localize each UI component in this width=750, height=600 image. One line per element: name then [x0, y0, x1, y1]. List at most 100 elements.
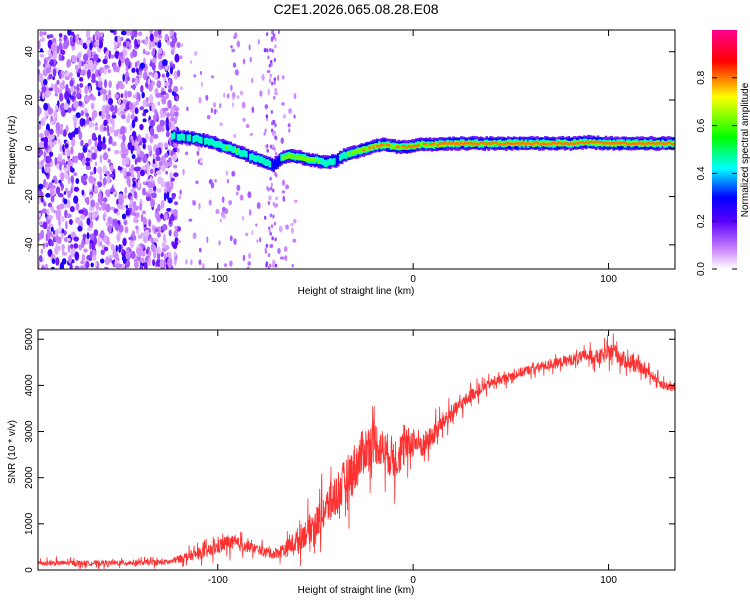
- noise-blob: [169, 172, 173, 179]
- noise-blob: [228, 200, 233, 206]
- noise-blob: [79, 220, 83, 226]
- noise-blob: [146, 167, 150, 177]
- noise-blob: [271, 131, 275, 136]
- noise-blob: [171, 154, 178, 162]
- noise-blob: [140, 85, 144, 93]
- ridge-cell: [583, 142, 586, 145]
- noise-blob: [133, 216, 138, 223]
- noise-blob: [264, 128, 267, 133]
- noise-blob: [229, 235, 233, 242]
- noise-blob: [120, 110, 126, 115]
- noise-blob: [269, 144, 273, 149]
- noise-blob: [293, 114, 296, 119]
- noise-blob: [163, 212, 168, 221]
- ridge-cell: [526, 141, 530, 145]
- noise-blob: [176, 147, 180, 153]
- ridge-cell: [626, 142, 629, 146]
- ridge-cell: [485, 142, 489, 146]
- noise-blob: [142, 112, 146, 117]
- noise-blob: [70, 138, 76, 147]
- noise-blob: [182, 168, 185, 176]
- noise-blob: [42, 221, 48, 230]
- ridge-cell: [430, 143, 434, 148]
- noise-blob: [133, 166, 139, 172]
- noise-blob: [154, 88, 159, 93]
- ridge-cell: [290, 154, 293, 159]
- noise-blob: [265, 117, 269, 122]
- noise-blob: [196, 150, 200, 156]
- ridge-cell: [417, 143, 420, 147]
- ridge-cell: [239, 149, 242, 157]
- noise-blob: [45, 67, 51, 74]
- noise-blob: [285, 184, 290, 190]
- noise-blob: [49, 34, 54, 39]
- noise-blob: [38, 72, 44, 83]
- ridge-cell: [313, 157, 317, 162]
- noise-blob: [109, 126, 115, 134]
- noise-blob: [164, 33, 169, 42]
- noise-blob: [231, 48, 236, 53]
- noise-blob: [248, 252, 252, 259]
- ridge-cell: [278, 155, 281, 166]
- noise-blob: [44, 263, 49, 269]
- noise-blob: [277, 30, 280, 35]
- ridge-cell: [411, 145, 414, 149]
- noise-blob: [57, 138, 61, 145]
- noise-blob: [115, 83, 120, 90]
- ridge-cell: [544, 143, 547, 146]
- noise-blob: [47, 202, 53, 208]
- noise-blob: [120, 125, 126, 135]
- noise-blob: [58, 42, 63, 52]
- ridge-cell: [639, 142, 643, 145]
- noise-blob: [126, 176, 131, 186]
- noise-blob: [78, 77, 84, 82]
- ridge-cell: [403, 145, 406, 148]
- noise-blob: [223, 263, 228, 267]
- noise-blob: [256, 239, 259, 243]
- ridge-cell: [594, 141, 598, 146]
- colorbar-ticks: 0.0 0.2 0.4 0.6 0.8: [696, 70, 737, 276]
- ridge-cell: [202, 135, 205, 145]
- noise-blob: [77, 225, 83, 232]
- noise-blob: [122, 73, 125, 82]
- ridge-cell: [567, 142, 571, 146]
- noise-blob: [50, 226, 54, 232]
- noise-blob: [282, 195, 286, 202]
- noise-blob: [122, 42, 128, 47]
- noise-blob: [129, 199, 133, 206]
- noise-blob: [135, 225, 139, 230]
- noise-blob: [108, 173, 114, 178]
- ridge-cell: [362, 148, 365, 152]
- noise-blob: [160, 200, 165, 209]
- noise-blob: [175, 106, 179, 112]
- ridge-cell: [188, 134, 192, 142]
- noise-blob: [78, 209, 84, 214]
- y-tick-label: 0: [24, 567, 35, 573]
- noise-blob: [274, 91, 278, 96]
- noise-blob: [69, 206, 75, 213]
- noise-blob: [123, 258, 126, 264]
- noise-blob: [58, 129, 64, 135]
- ridge-cell: [497, 143, 500, 146]
- noise-blob: [288, 128, 291, 133]
- noise-blob: [94, 126, 99, 131]
- noise-blob: [53, 118, 57, 124]
- noise-blob: [258, 237, 262, 243]
- ridge-cell: [596, 140, 600, 144]
- noise-blob: [165, 170, 169, 175]
- noise-blob: [234, 69, 239, 76]
- noise-blob: [147, 145, 152, 152]
- noise-blob: [291, 263, 295, 268]
- ridge-cell: [225, 144, 229, 150]
- noise-blob: [171, 120, 175, 130]
- ridge-cell: [598, 141, 602, 144]
- ridge-cell: [483, 142, 487, 145]
- noise-blob: [152, 158, 156, 165]
- noise-blob: [156, 112, 159, 120]
- noise-blob: [132, 50, 138, 58]
- noise-blob: [109, 30, 115, 33]
- noise-blob: [70, 146, 74, 155]
- y-tick-label: 5000: [24, 328, 35, 351]
- noise-blob: [156, 252, 161, 261]
- ridge-cell: [491, 141, 494, 145]
